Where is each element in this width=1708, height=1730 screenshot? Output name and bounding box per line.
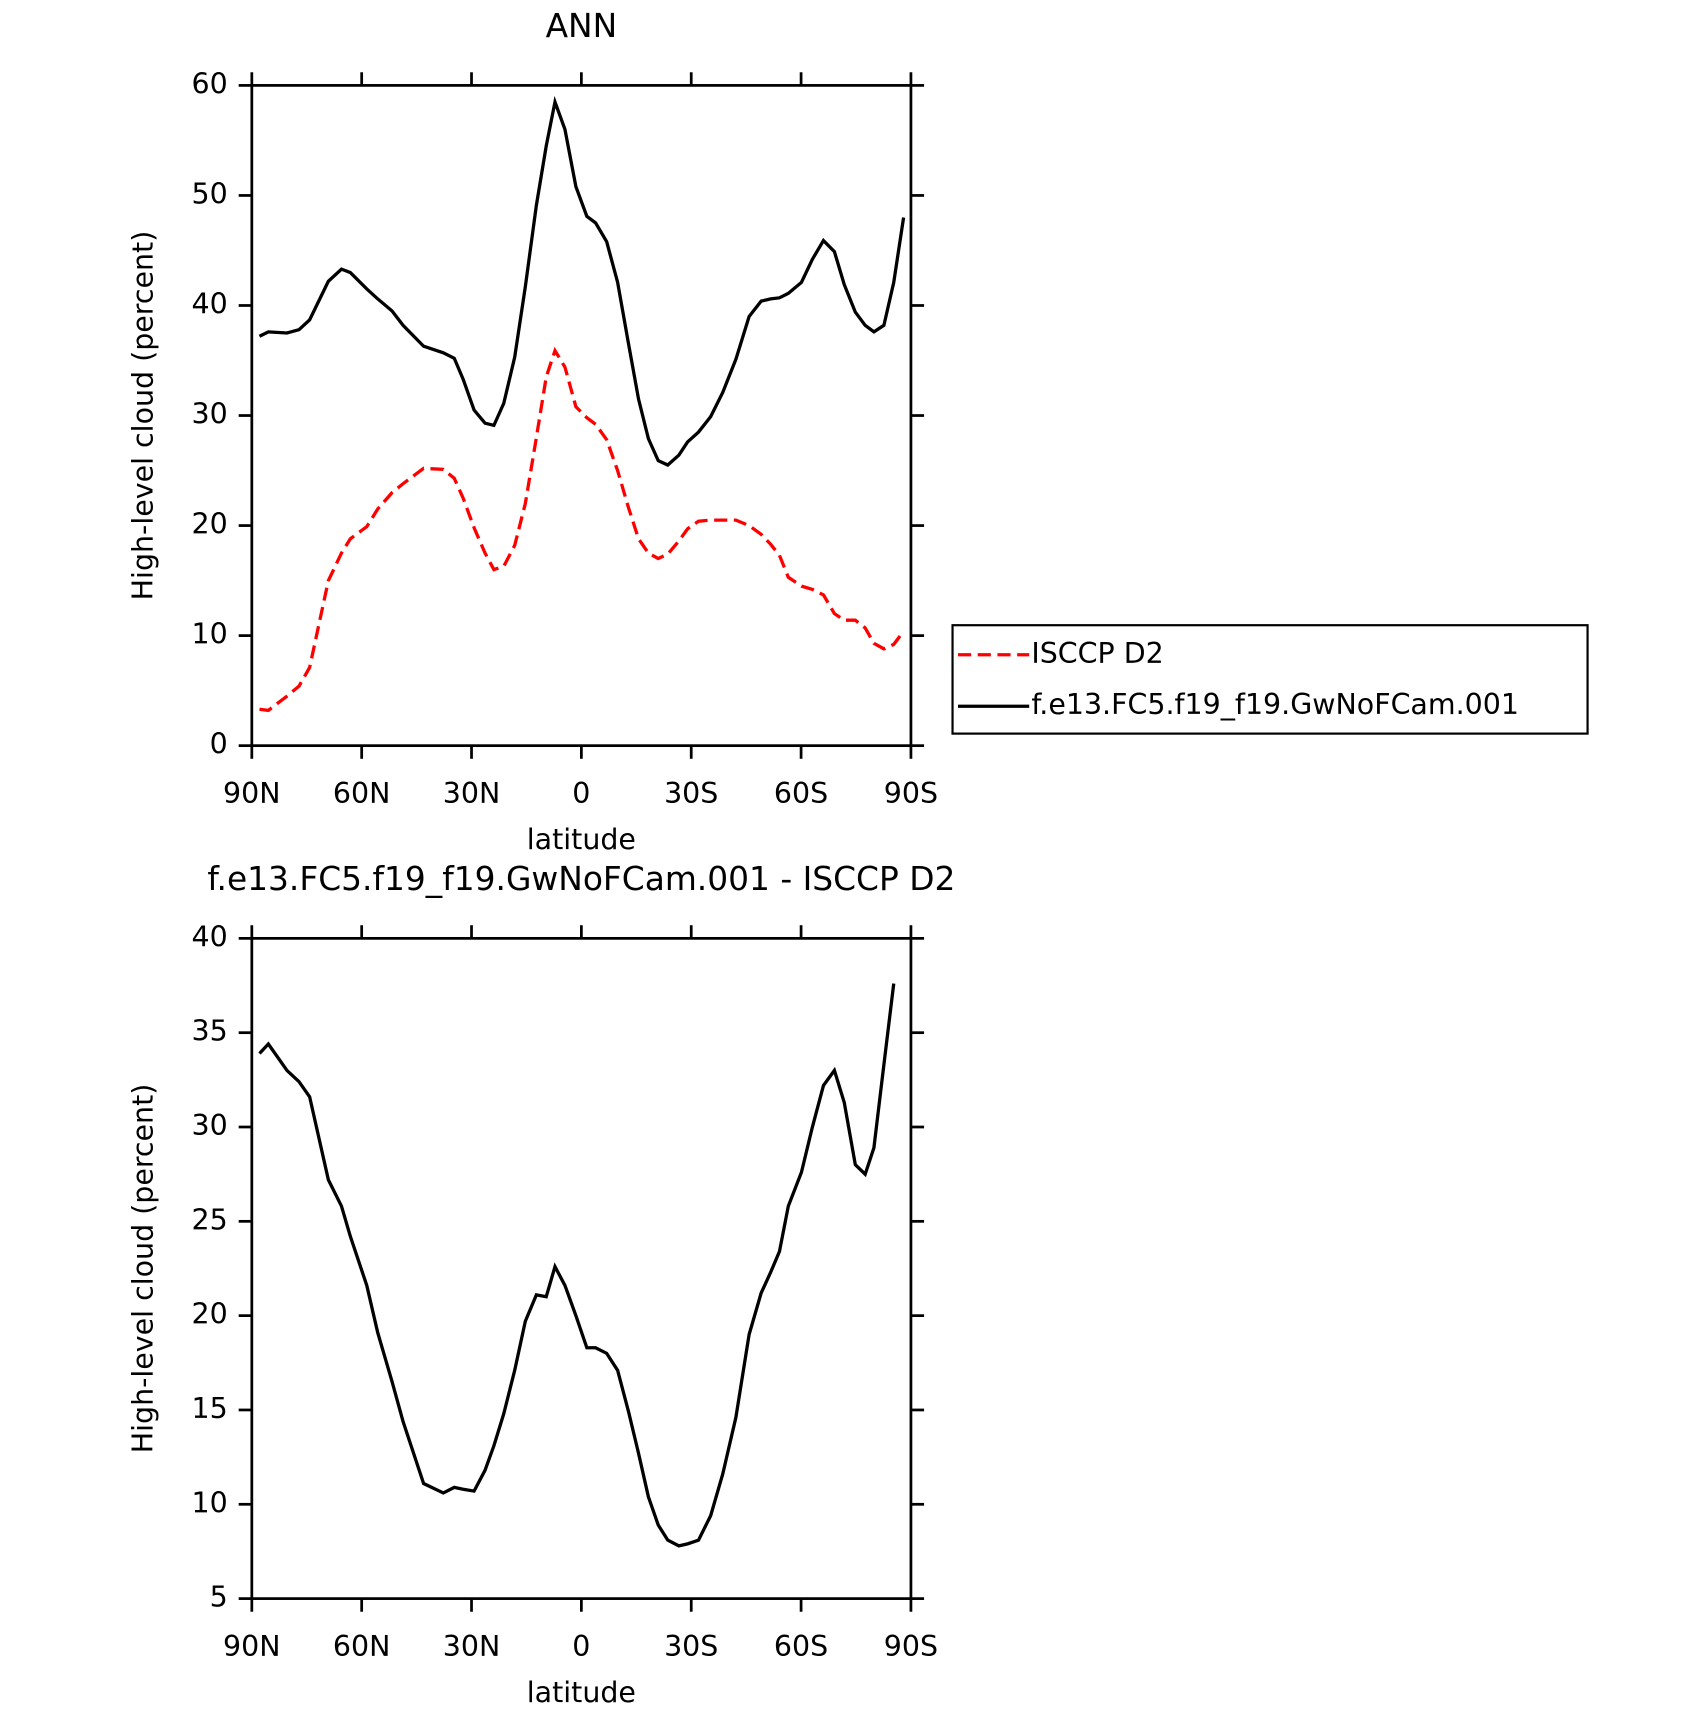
y-tick-label: 5 [210, 1581, 228, 1614]
y-tick-label: 40 [192, 287, 228, 320]
y-tick-label: 20 [192, 1298, 228, 1331]
x-tick-label: 0 [572, 777, 590, 810]
y-tick-label: 15 [192, 1392, 228, 1425]
data-line [259, 346, 905, 713]
plot-frame [250, 936, 913, 1600]
y-tick-label: 40 [192, 920, 228, 953]
x-axis-label: latitude [527, 1676, 636, 1709]
y-tick-label: 30 [192, 1109, 228, 1142]
x-tick-label: 60S [774, 1630, 828, 1663]
x-tick-label: 90S [884, 1630, 938, 1663]
x-tick-label: 30N [443, 777, 500, 810]
x-tick-label: 90N [223, 1630, 280, 1663]
x-tick-label: 30S [664, 1630, 718, 1663]
y-axis-label: High-level cloud (percent) [127, 1084, 160, 1454]
x-axis-label: latitude [527, 823, 636, 856]
y-tick-label: 10 [192, 618, 228, 651]
data-line [258, 95, 906, 467]
legend-box [951, 624, 1589, 735]
y-tick-label: 25 [192, 1203, 228, 1236]
chart-title: f.e13.FC5.f19_f19.GwNoFCam.001 - ISCCP D… [207, 860, 955, 898]
y-axis-label: High-level cloud (percent) [127, 231, 160, 601]
y-tick-label: 30 [192, 398, 228, 431]
x-tick-label: 30S [664, 777, 718, 810]
chart-title: ANN [546, 7, 618, 45]
data-line [258, 983, 896, 1548]
x-tick-label: 60S [774, 777, 828, 810]
y-tick-label: 20 [192, 508, 228, 541]
y-tick-label: 60 [192, 67, 228, 100]
y-tick-label: 50 [192, 177, 228, 210]
x-tick-label: 60N [333, 777, 390, 810]
plot-frame [250, 84, 913, 748]
x-tick-label: 30N [443, 1630, 500, 1663]
y-tick-label: 0 [210, 728, 228, 761]
legend-label: ISCCP D2 [1031, 637, 1163, 670]
y-tick-label: 10 [192, 1486, 228, 1519]
x-tick-label: 60N [333, 1630, 390, 1663]
y-tick-label: 35 [192, 1015, 228, 1048]
x-tick-label: 90N [223, 777, 280, 810]
legend-label: f.e13.FC5.f19_f19.GwNoFCam.001 [1031, 688, 1519, 721]
x-tick-label: 90S [884, 777, 938, 810]
x-tick-label: 0 [572, 1630, 590, 1663]
